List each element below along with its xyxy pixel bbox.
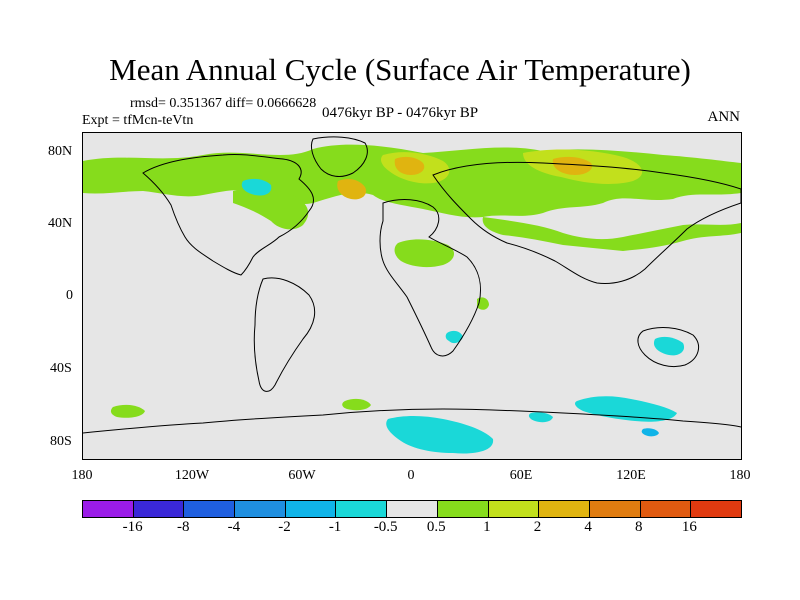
colorbar-swatch (539, 501, 590, 517)
colorbar-swatch (387, 501, 438, 517)
anomaly-region-south-atlantic (342, 398, 371, 411)
coastline-greenland (310, 136, 368, 177)
anomaly-region-warm-max-west (337, 179, 367, 200)
colorbar-label: 0.5 (426, 519, 446, 535)
colorbar-label: 2 (533, 519, 542, 535)
colorbar-swatch (83, 501, 134, 517)
coastline-south-america (253, 277, 316, 392)
anomaly-region-south-pacific (110, 404, 145, 418)
colorbar-label: 1 (483, 519, 491, 535)
anomaly-region-southern-africa (445, 330, 463, 344)
coastline-europe-africa (379, 199, 481, 357)
anomaly-region-north-america (233, 188, 309, 230)
colorbar-label: -4 (227, 519, 241, 535)
colorbar-label: -0.5 (373, 519, 398, 535)
colorbar-swatch (488, 501, 540, 517)
colorbar-swatch (285, 501, 337, 517)
anomaly-region-east-antarctic (386, 416, 494, 454)
colorbar-label: 4 (584, 519, 592, 535)
lon-label-180w: 180 (71, 468, 93, 483)
colorbar-label: 8 (635, 519, 643, 535)
map-title: Mean Annual Cycle (Surface Air Temperatu… (109, 52, 691, 87)
lat-label-80n: 80N (48, 144, 73, 159)
colorbar-swatch (437, 501, 489, 517)
colorbar-swatch (184, 501, 236, 517)
lon-label-60e: 60E (509, 468, 533, 483)
colorbar-label: -8 (176, 519, 190, 535)
map-canvas (83, 133, 741, 459)
colorbar-swatch (691, 501, 741, 517)
map-panel (82, 132, 742, 460)
anomaly-region-antarctic-small (641, 428, 659, 437)
season-label: ANN (707, 109, 741, 125)
anomaly-region-hudson-bay (241, 178, 272, 196)
colorbar-label: 16 (681, 519, 697, 535)
anomaly-region-australia (653, 336, 685, 356)
anomaly-region-weddell (528, 412, 553, 423)
colorbar (82, 500, 742, 518)
lat-label-40s: 40S (50, 361, 72, 376)
colorbar-label: -2 (278, 519, 291, 535)
anomaly-field (83, 144, 741, 454)
colorbar-swatch (336, 501, 388, 517)
coastline-australia (637, 327, 700, 368)
lon-label-120e: 120E (616, 468, 646, 483)
anomaly-region-warm-max (394, 156, 425, 175)
coastlines (83, 136, 741, 434)
lat-label-80s: 80S (50, 434, 72, 449)
colorbar-label: -1 (328, 519, 342, 535)
stats-text: rmsd= 0.351367 diff= 0.0666628 (130, 96, 317, 111)
lon-label-120w: 120W (174, 468, 210, 483)
coastline-antarctica (83, 408, 741, 434)
anomaly-region-middle-east (394, 239, 455, 268)
colorbar-swatch (640, 501, 692, 517)
lon-label-180e: 180 (729, 468, 751, 483)
lat-label-40n: 40N (48, 216, 73, 231)
anomaly-region-central-asia (482, 217, 741, 251)
coastline-north-america (142, 154, 314, 276)
lon-label-0: 0 (407, 468, 415, 483)
experiment-label: Expt = tfMcn-teVtn (82, 113, 194, 128)
colorbar-label: -16 (122, 519, 143, 535)
period-label: 0476kyr BP - 0476kyr BP (322, 105, 479, 121)
lat-label-0: 0 (66, 288, 73, 303)
colorbar-swatch (589, 501, 641, 517)
lon-label-60w: 60W (288, 468, 316, 483)
colorbar-swatch (235, 501, 286, 517)
colorbar-swatch (133, 501, 185, 517)
coastline-asia (432, 161, 741, 284)
anomaly-region-warm-max-east (552, 156, 593, 175)
